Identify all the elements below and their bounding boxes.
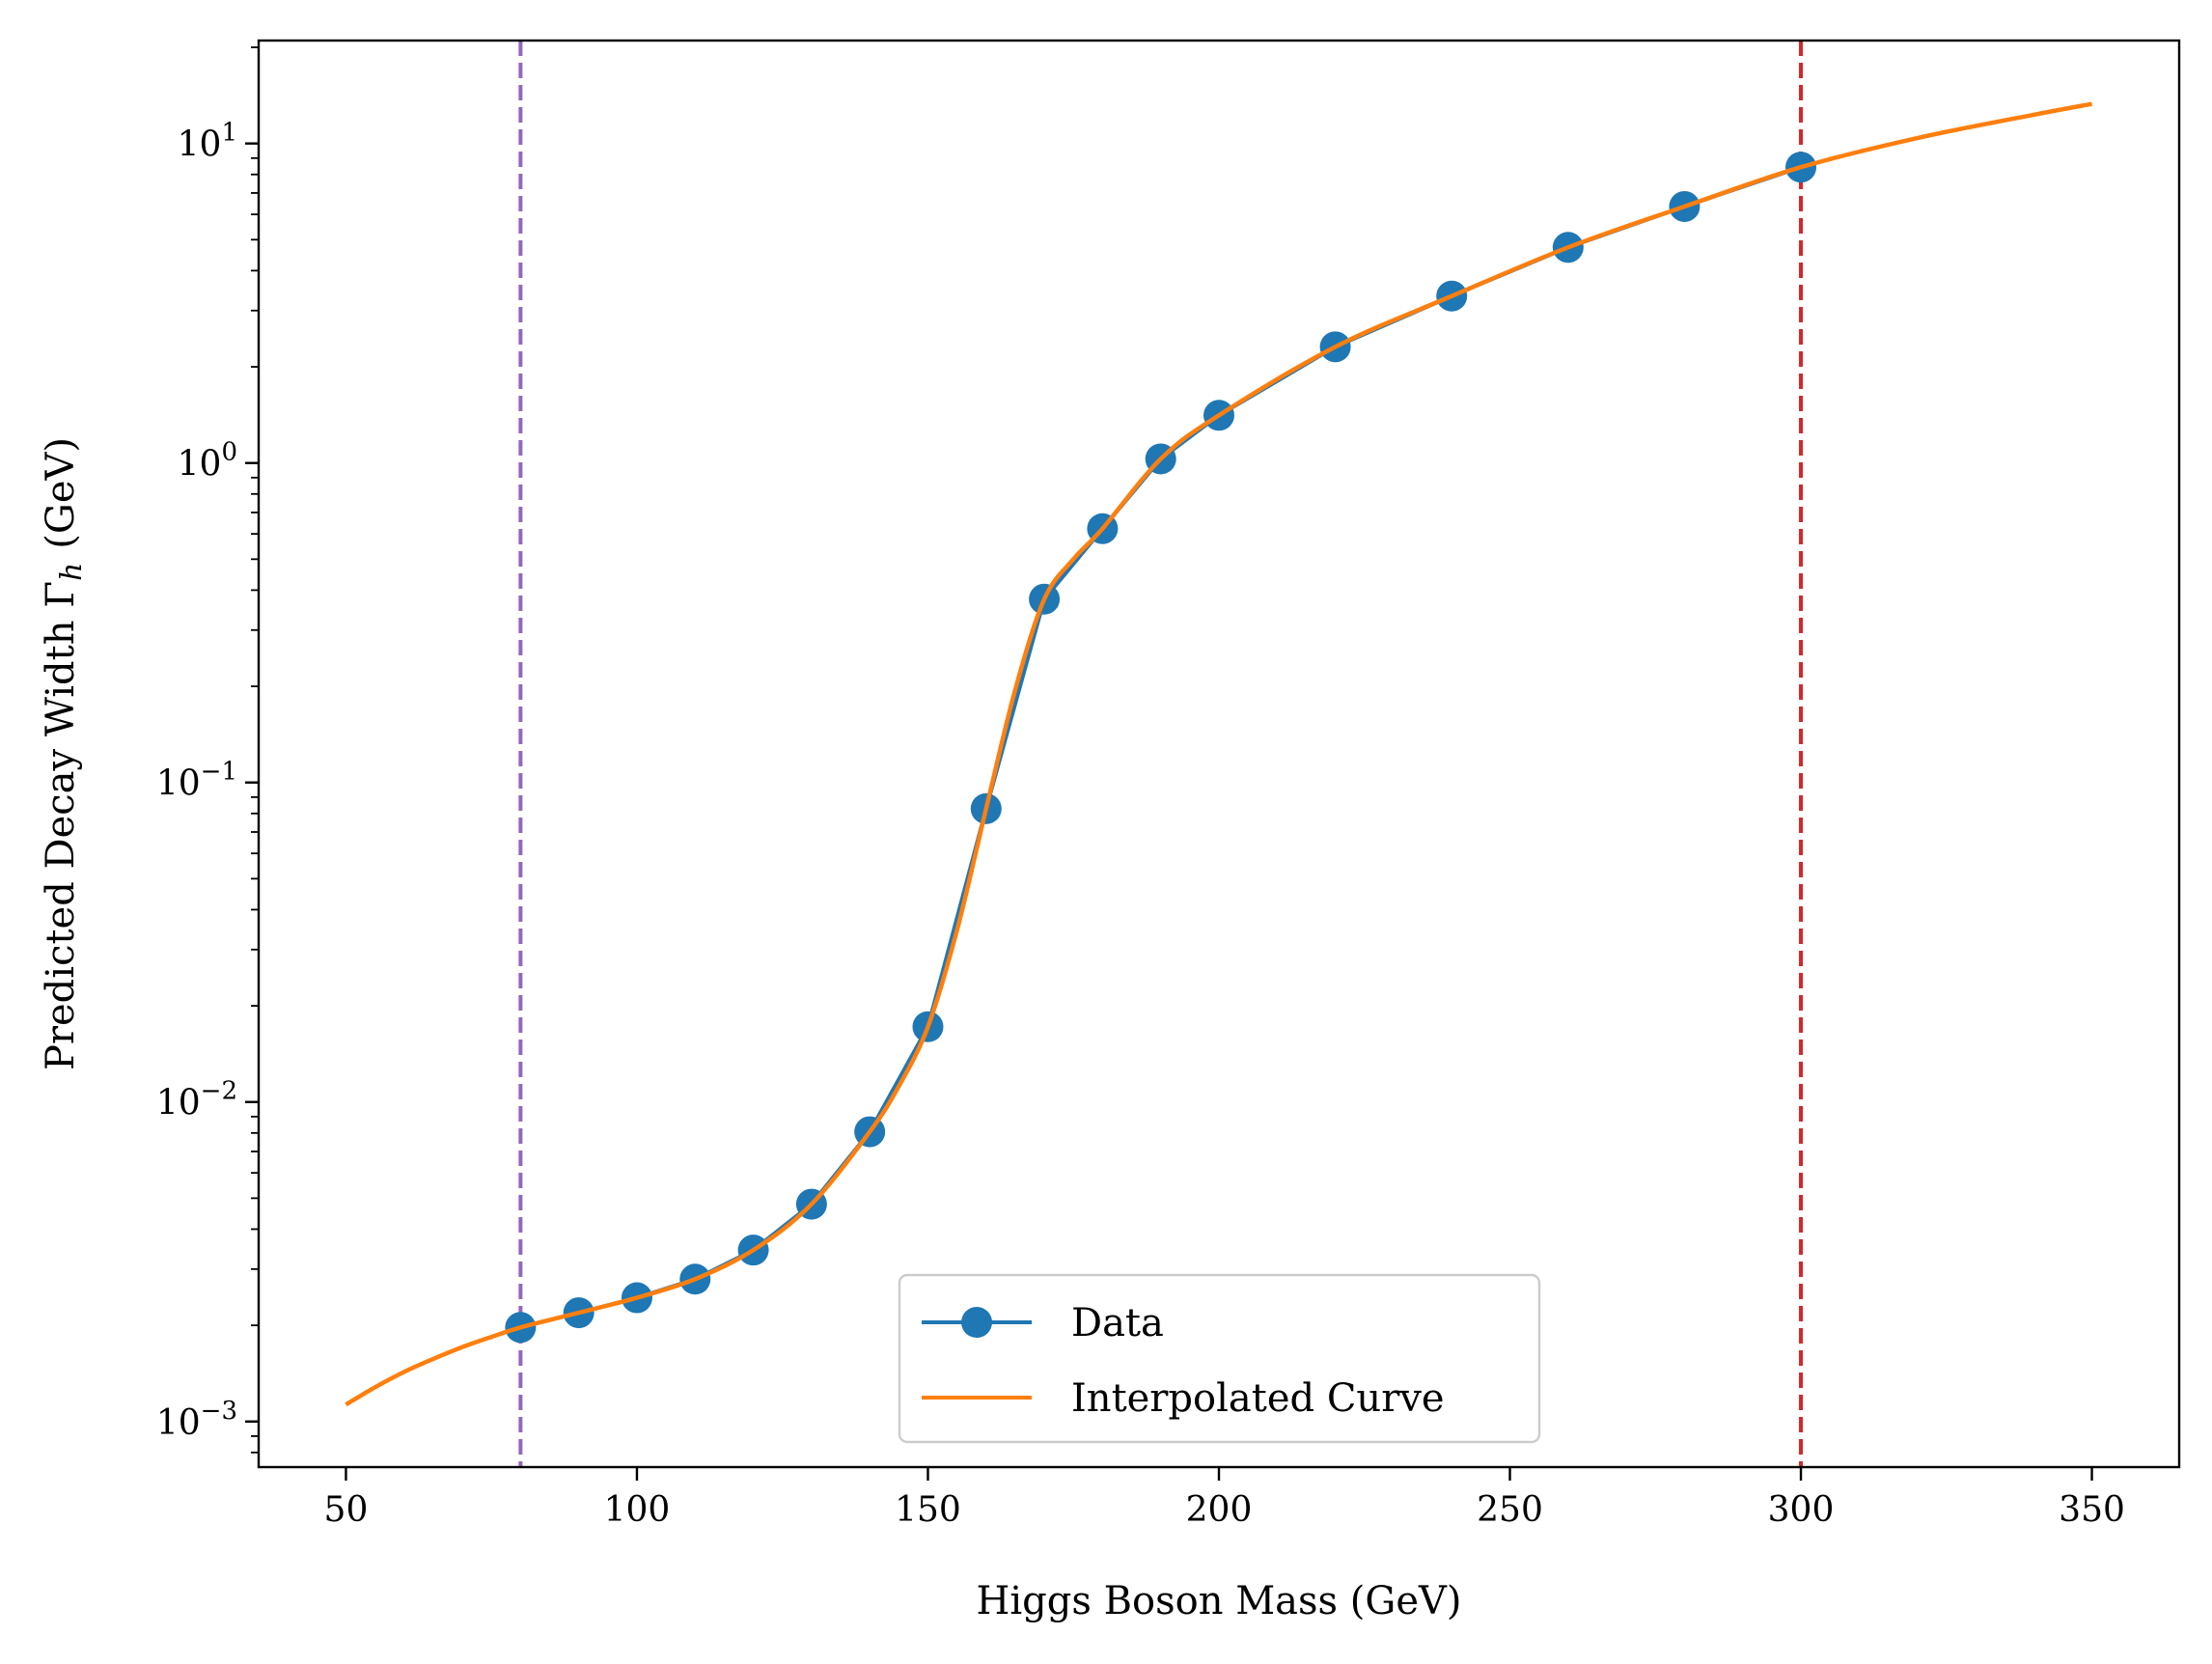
x-tick-label: 300 [1768,1490,1835,1530]
y-axis-label: Predicted Decay Width Γh (GeV) [39,437,89,1070]
plot-area [345,41,2092,1467]
y-tick-label: 100 [178,438,237,485]
y-axis-label-main: Predicted Decay Width Γ [39,581,83,1070]
legend: Data Interpolated Curve [898,1273,1541,1444]
y-axis: 10−3 10−2 10−1 100 101 [156,46,259,1454]
y-tick-label: 101 [178,119,237,165]
legend-box [898,1273,1541,1444]
x-tick-label: 200 [1186,1490,1253,1530]
y-axis-label-unit: (GeV) [39,437,83,549]
legend-data-label: Data [1071,1301,1164,1345]
x-tick-label: 50 [324,1490,369,1530]
legend-data-marker [961,1307,992,1338]
x-tick-label: 250 [1477,1490,1543,1530]
legend-curve-label: Interpolated Curve [1071,1376,1445,1421]
x-tick-label: 150 [895,1490,961,1530]
x-axis: 50 100 150 200 250 300 350 [324,1467,2125,1530]
y-tick-label: 10−1 [156,758,237,804]
y-tick-label: 10−3 [156,1397,237,1443]
interpolated-curve-line [345,101,2092,1407]
y-axis-label-subscript: h [55,563,89,581]
x-axis-label: Higgs Boson Mass (GeV) [977,1579,1462,1623]
x-tick-label: 100 [604,1490,671,1530]
y-tick-label: 10−2 [156,1077,237,1123]
x-tick-label: 350 [2059,1490,2125,1530]
